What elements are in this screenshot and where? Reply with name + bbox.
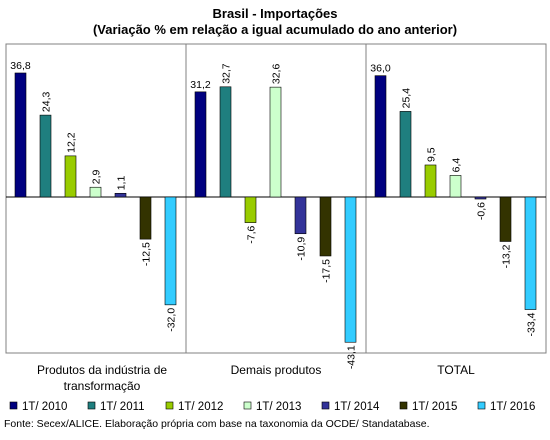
source-note: Fonte: Secex/ALICE. Elaboração própria c… — [4, 418, 430, 430]
data-label: 24,3 — [41, 92, 53, 113]
data-label: 2,9 — [91, 169, 103, 184]
data-label: -12,5 — [141, 242, 153, 266]
data-label: -32,0 — [166, 308, 178, 332]
bar — [294, 196, 307, 235]
data-label: -10,9 — [296, 237, 308, 261]
data-label: 12,2 — [66, 132, 78, 153]
bar — [194, 91, 207, 198]
data-label: 36,0 — [370, 63, 391, 75]
data-label: 25,4 — [401, 88, 413, 109]
bar — [424, 164, 437, 198]
bar — [114, 192, 127, 198]
legend-label: 1T/ 2012 — [178, 401, 223, 413]
legend-label: 1T/ 2013 — [256, 401, 301, 413]
data-label: -13,2 — [501, 244, 513, 268]
bar — [374, 75, 387, 198]
legend-swatch — [321, 401, 330, 410]
legend-swatch — [399, 401, 408, 410]
data-label: 32,7 — [221, 63, 233, 84]
bar — [344, 196, 357, 343]
bar — [244, 196, 257, 223]
bar — [14, 72, 27, 198]
category-label: Demais produtos — [231, 363, 322, 377]
legend-label: 1T/ 2015 — [412, 401, 457, 413]
data-label: -33,4 — [526, 312, 538, 336]
data-label: -7,6 — [246, 225, 258, 243]
bar — [319, 196, 332, 257]
data-label: -17,5 — [321, 259, 333, 283]
data-label: 32,6 — [271, 64, 283, 85]
data-label: 31,2 — [190, 79, 211, 91]
legend-label: 1T/ 2011 — [100, 401, 145, 413]
bar — [269, 86, 282, 198]
data-label: 6,4 — [451, 158, 463, 173]
chart-title: Brasil - Importações — [212, 6, 338, 21]
bar — [399, 111, 412, 198]
data-label: -43,1 — [346, 345, 358, 369]
bar — [139, 196, 152, 240]
legend-swatch — [243, 401, 252, 410]
data-label: 1,1 — [116, 176, 128, 191]
category-label: TOTAL — [437, 363, 475, 377]
legend-swatch — [9, 401, 18, 410]
bar — [64, 155, 77, 198]
bar — [449, 175, 462, 198]
data-label: -0,6 — [476, 202, 488, 220]
bar-chart: 36,8 31,2 36,0 24,3 32,7 25,4 12,2 -7,6 9,5 2,9 32… — [5, 43, 547, 413]
data-label: 9,5 — [426, 147, 438, 162]
legend-label: 1T/ 2014 — [334, 401, 380, 413]
legend-swatch — [165, 401, 174, 410]
bar — [219, 86, 232, 198]
legend-swatch — [477, 401, 486, 410]
bar — [499, 196, 512, 242]
bar — [524, 196, 537, 310]
bar — [39, 114, 52, 198]
legend-swatch — [87, 401, 96, 410]
plot-area — [5, 43, 547, 354]
category-label: Produtos da indústria de — [37, 363, 167, 377]
legend-label: 1T/ 2010 — [22, 401, 67, 413]
chart-subtitle: (Variação % em relação a igual acumulado… — [92, 22, 458, 37]
bar — [89, 186, 102, 198]
bar — [164, 196, 177, 306]
legend-label: 1T/ 2016 — [490, 401, 535, 413]
bar — [474, 196, 487, 200]
data-label: 36,8 — [10, 60, 31, 72]
category-label: transformação — [64, 379, 141, 393]
